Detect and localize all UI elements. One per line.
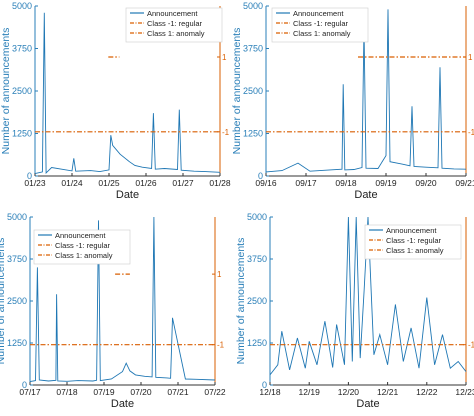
x-tick-label: 09/19 xyxy=(375,178,397,188)
x-tick-label: 01/24 xyxy=(61,178,83,188)
x-tick-label: 01/23 xyxy=(24,178,46,188)
y-tick-label: 2500 xyxy=(7,296,27,306)
x-tick-label: 12/21 xyxy=(377,387,399,397)
x-tick-label: 12/22 xyxy=(416,387,438,397)
x-tick-label: 07/20 xyxy=(130,387,152,397)
legend-label: Class 1: anomaly xyxy=(293,29,351,38)
x-tick-label: 01/26 xyxy=(135,178,157,188)
y-tick-label: 1250 xyxy=(243,129,263,139)
y-tick-label: 1250 xyxy=(247,338,267,348)
legend-label: Announcement xyxy=(55,231,106,240)
x-tick-label: 07/17 xyxy=(19,387,41,397)
chart-1: 0 1250 2500 3750 5000 01/23 01/24 01/25 01/26 01/… xyxy=(0,1,231,201)
legend-box xyxy=(364,224,462,260)
y-tick-label: 0 xyxy=(27,171,32,181)
legend-label: Announcement xyxy=(147,9,198,18)
series-line-1 xyxy=(269,216,467,376)
right-tick-label: 1 xyxy=(468,53,473,62)
right-tick-label: 1 xyxy=(222,53,227,62)
y-axis-label: Number of announcements xyxy=(0,238,7,365)
y-tick-label: 3750 xyxy=(7,254,27,264)
y-axis-label: Number of announcements xyxy=(0,28,12,155)
x-tick-label: 12/19 xyxy=(299,387,321,397)
y-tick-label: 5000 xyxy=(247,212,267,222)
chart-3: 0 1250 2500 3750 5000 07/17 07/18 07/19 07/20 07/… xyxy=(0,212,226,410)
y-axis-label: Number of announcements xyxy=(231,28,243,155)
x-axis-label: Date xyxy=(111,398,134,410)
x-tick-label: 07/18 xyxy=(56,387,78,397)
y-tick-label: 5000 xyxy=(12,1,32,11)
chart-4: 0 1250 2500 3750 5000 12/18 12/19 12/20 12/21 12/… xyxy=(235,212,474,410)
y-tick-label: 3750 xyxy=(247,254,267,264)
y-tick-label: 1250 xyxy=(7,338,27,348)
y-tick-label: 5000 xyxy=(7,212,27,222)
chart-2: 0 1250 2500 3750 5000 09/16 09/17 09/18 09/19 09/… xyxy=(231,1,474,201)
x-tick-label: 01/28 xyxy=(209,178,231,188)
y-tick-label: 0 xyxy=(262,380,267,390)
x-axis-label: Date xyxy=(354,189,377,201)
legend-label: Class -1: regular xyxy=(386,236,442,245)
x-tick-label: 01/27 xyxy=(172,178,194,188)
right-tick-label: 1 xyxy=(217,270,222,279)
x-tick-label: 09/18 xyxy=(335,178,357,188)
x-tick-label: 07/22 xyxy=(204,387,226,397)
x-tick-label: 12/23 xyxy=(455,387,474,397)
x-tick-label: 07/19 xyxy=(93,387,115,397)
legend-label: Class 1: anomaly xyxy=(55,251,113,260)
x-tick-label: 07/21 xyxy=(167,387,189,397)
legend-box xyxy=(125,7,223,43)
legend-label: Announcement xyxy=(386,226,437,235)
right-tick-label: -1 xyxy=(222,128,230,137)
legend-box xyxy=(33,229,131,265)
right-tick-label: -1 xyxy=(468,128,474,137)
legend-box xyxy=(271,7,369,43)
x-tick-label: 01/25 xyxy=(98,178,120,188)
x-axis-label: Date xyxy=(116,189,139,201)
series-line-1 xyxy=(34,12,221,175)
y-tick-label: 0 xyxy=(258,171,263,181)
y-tick-label: 3750 xyxy=(243,44,263,54)
series-line-1 xyxy=(265,9,467,173)
legend-label: Class -1: regular xyxy=(55,241,111,250)
legend-label: Announcement xyxy=(293,9,344,18)
series-line-1 xyxy=(29,216,216,383)
legend-label: Class 1: anomaly xyxy=(147,29,205,38)
right-tick-label: -1 xyxy=(468,341,474,350)
x-tick-label: 12/18 xyxy=(259,387,281,397)
legend-label: Class -1: regular xyxy=(147,19,203,28)
y-tick-label: 0 xyxy=(22,380,27,390)
right-tick-label: -1 xyxy=(217,341,225,350)
x-tick-label: 09/20 xyxy=(415,178,437,188)
y-tick-label: 1250 xyxy=(12,129,32,139)
y-tick-label: 2500 xyxy=(247,296,267,306)
x-tick-label: 09/16 xyxy=(255,178,277,188)
y-tick-label: 2500 xyxy=(12,86,32,96)
x-tick-label: 09/17 xyxy=(295,178,317,188)
x-tick-label: 12/20 xyxy=(338,387,360,397)
y-axis-label: Number of announcements xyxy=(235,238,247,365)
y-tick-label: 5000 xyxy=(243,1,263,11)
y-tick-label: 3750 xyxy=(12,44,32,54)
y-tick-label: 2500 xyxy=(243,86,263,96)
x-axis-label: Date xyxy=(356,398,379,410)
x-tick-label: 09/21 xyxy=(455,178,474,188)
legend-label: Class 1: anomaly xyxy=(386,246,444,255)
legend-label: Class -1: regular xyxy=(293,19,349,28)
